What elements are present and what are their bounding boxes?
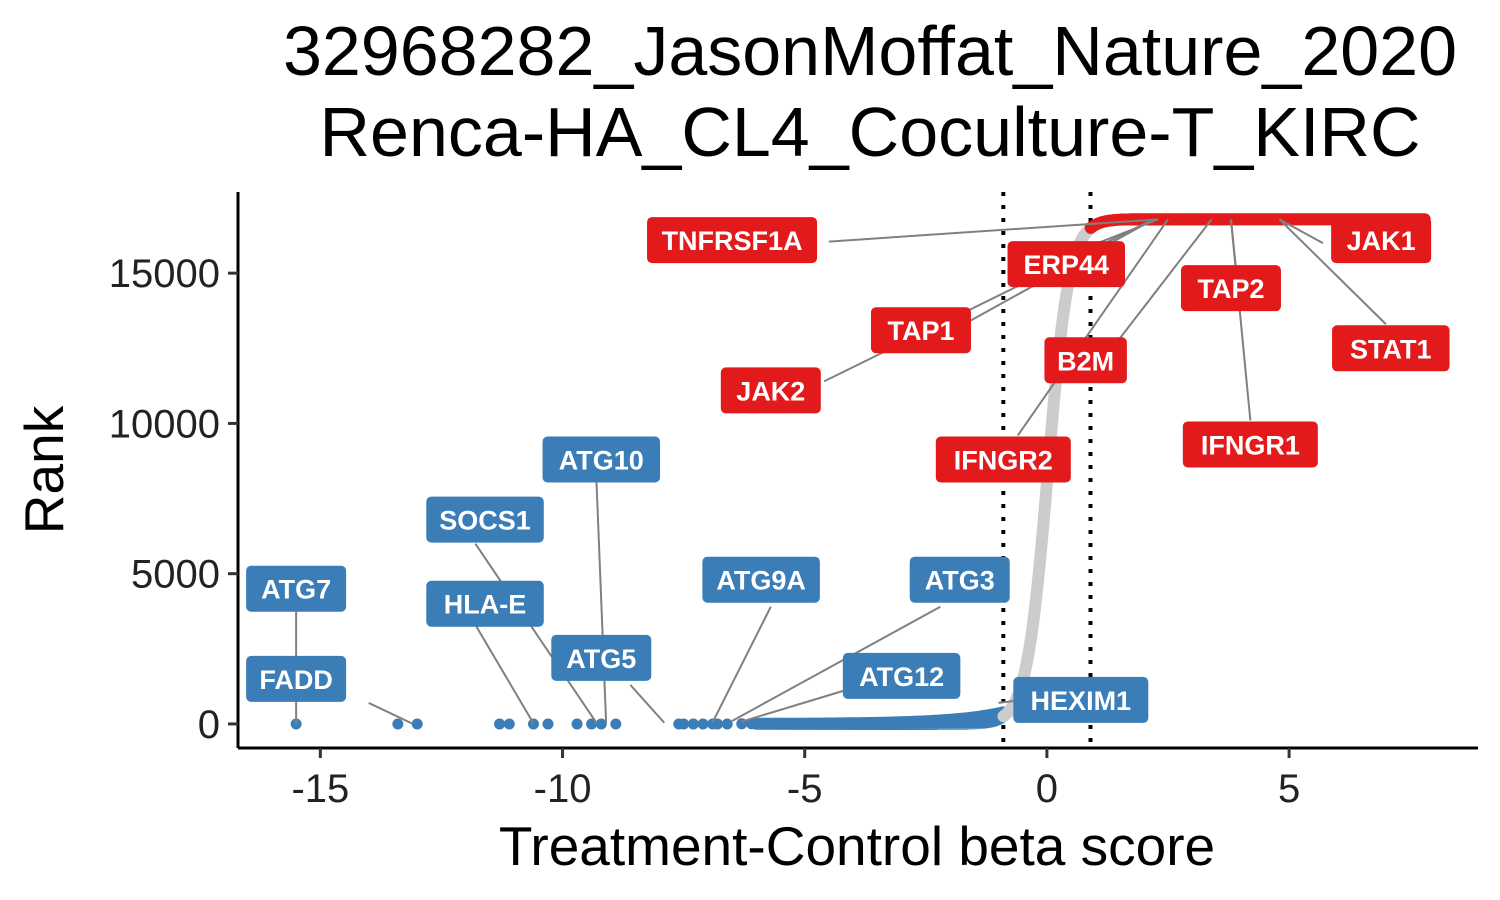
gene-label: ATG10 <box>559 445 644 475</box>
label-leader <box>1278 218 1387 325</box>
label-leader <box>1229 219 1252 421</box>
label-leader <box>828 218 1159 243</box>
gene-label: TAP2 <box>1197 274 1264 304</box>
gene-label: STAT1 <box>1350 334 1432 364</box>
gene-label-box <box>246 565 347 612</box>
data-point <box>494 718 506 730</box>
gene-label-box <box>842 652 961 699</box>
label-leader <box>741 686 854 723</box>
data-point <box>392 718 404 730</box>
data-point <box>503 718 515 730</box>
gene-label: SOCS1 <box>439 506 531 536</box>
label-leader <box>1017 218 1169 437</box>
chart-subtitle: Renca-HA_CL4_Coculture-T_KIRC <box>319 93 1421 171</box>
y-tick-label: 5000 <box>131 553 220 597</box>
label-leader <box>474 543 598 724</box>
gene-label-box <box>426 580 544 627</box>
data-point <box>411 718 423 730</box>
gene-label: ATG3 <box>925 566 995 596</box>
gene-label-box <box>647 217 818 264</box>
gene-label: IFNGR2 <box>954 445 1053 475</box>
label-leader <box>731 605 941 722</box>
label-leader <box>1109 218 1213 352</box>
gene-label-box <box>720 367 821 414</box>
x-tick-label: 5 <box>1278 767 1300 811</box>
gene-label: TNFRSF1A <box>662 226 803 256</box>
gene-label: FADD <box>259 665 333 695</box>
data-point <box>721 718 733 730</box>
data-point <box>712 718 724 730</box>
gene-label: ERP44 <box>1024 250 1110 280</box>
y-tick-label: 0 <box>198 703 220 747</box>
data-point <box>290 718 302 730</box>
gene-label: JAK2 <box>736 376 805 406</box>
data-point <box>527 718 539 730</box>
gene-label: ATG9A <box>716 566 806 596</box>
gene-label-box <box>1332 325 1450 372</box>
gene-label-box <box>1182 421 1318 468</box>
axes: -15 -10 -5 0 5 0 5000 10000 15000 <box>109 192 1478 811</box>
label-leader <box>1278 218 1324 244</box>
x-tick-label: -15 <box>291 767 349 811</box>
gene-label-box <box>1013 676 1149 723</box>
gene-label-box <box>1331 217 1432 264</box>
gene-label: HLA-E <box>444 590 527 620</box>
gene-label: JAK1 <box>1347 226 1416 256</box>
data-point <box>678 718 690 730</box>
gene-label-box <box>702 556 820 603</box>
gene-label: TAP1 <box>887 316 954 346</box>
data-point <box>697 718 709 730</box>
y-tick-label: 15000 <box>109 252 220 296</box>
y-axis-title: Rank <box>13 405 75 534</box>
label-leader <box>474 624 535 724</box>
gene-label-box <box>1007 241 1126 288</box>
label-leader <box>368 702 413 725</box>
data-point <box>745 718 757 730</box>
chart-title: 32968282_JasonMoffat_Nature_2020 <box>282 12 1458 90</box>
data-point <box>571 718 583 730</box>
gene-label: HEXIM1 <box>1031 686 1132 716</box>
gene-label: IFNGR1 <box>1201 430 1300 460</box>
gene-labels: ATG7 FADD HLA-E SOCS1 ATG10 ATG5 ATG9A ATG3 ATG1… <box>246 217 1450 723</box>
data-point <box>542 718 554 730</box>
label-leader <box>595 480 608 724</box>
gene-label-box <box>1180 265 1281 312</box>
x-tick-label: -10 <box>534 767 592 811</box>
y-tick-label: 10000 <box>109 402 220 446</box>
x-tick-label: -5 <box>787 767 823 811</box>
curve-negative <box>750 706 1010 730</box>
gene-label-box <box>1044 337 1127 384</box>
gene-label: ATG7 <box>261 575 331 605</box>
gene-label-box <box>542 436 661 483</box>
gene-label-box <box>909 556 1010 603</box>
gene-label-box <box>935 436 1071 483</box>
data-points <box>290 213 1426 730</box>
gene-label-box <box>426 496 544 543</box>
gene-label-box <box>870 307 971 354</box>
data-point <box>595 718 607 730</box>
data-point <box>687 718 699 730</box>
data-point <box>760 718 772 730</box>
x-axis-title: Treatment-Control beta score <box>499 815 1215 877</box>
x-tick-label: 0 <box>1036 767 1058 811</box>
gene-label: B2M <box>1057 346 1114 376</box>
label-leaders <box>295 218 1387 725</box>
label-leader <box>711 606 772 723</box>
gene-label: ATG5 <box>566 644 636 674</box>
data-point <box>610 718 622 730</box>
label-leader <box>629 684 665 724</box>
gene-label: ATG12 <box>859 662 944 692</box>
gene-label-box <box>246 655 347 702</box>
gene-label-box <box>551 634 652 681</box>
